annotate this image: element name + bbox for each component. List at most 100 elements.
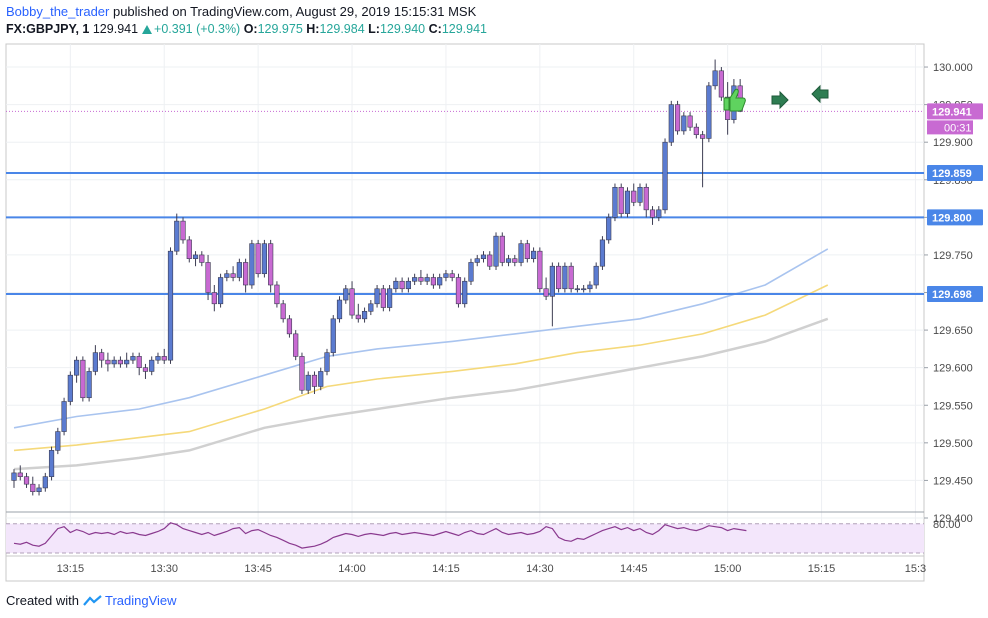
candle (243, 258, 249, 293)
candle-body (668, 104, 674, 143)
candle (324, 348, 330, 376)
candle (562, 262, 568, 293)
candle-body (499, 235, 505, 263)
candle (430, 273, 437, 289)
tradingview-link[interactable]: TradingView (104, 593, 177, 608)
candle-body (480, 254, 487, 259)
candle-body (618, 186, 624, 214)
candle-body (361, 311, 368, 320)
candle (199, 251, 205, 267)
candle (236, 258, 242, 282)
candle-body (637, 186, 643, 203)
candle-body (186, 239, 192, 259)
candle-body (249, 243, 255, 286)
candle-body (424, 277, 430, 282)
time-tick-label: 15:15 (808, 563, 836, 575)
candle-body (687, 115, 693, 128)
candle-body (455, 277, 462, 305)
candle-body (612, 186, 618, 218)
candle (380, 285, 386, 312)
candle-body (268, 243, 274, 286)
candle-body (712, 70, 718, 87)
ma-fast-line (13, 248, 829, 429)
candle-body (405, 280, 411, 290)
candle (412, 273, 418, 285)
open-label: O: (243, 22, 258, 36)
candle (11, 469, 17, 488)
candle-body (36, 487, 42, 492)
candle (330, 315, 336, 357)
candle-body (236, 262, 242, 278)
candle (174, 213, 180, 255)
candle (149, 356, 155, 376)
price-tick-label: 129.400 (933, 513, 973, 525)
up-triangle-icon (142, 25, 153, 34)
candle (587, 281, 593, 293)
candle (474, 254, 480, 267)
candle-body (581, 288, 587, 291)
candle (30, 476, 36, 496)
candle-body (487, 254, 493, 267)
candle-body (706, 85, 712, 139)
candle-body (42, 476, 48, 489)
candle-body (30, 483, 36, 492)
price-tick-label: 129.750 (933, 250, 973, 262)
candle (48, 446, 55, 481)
ma-mid-line (13, 284, 829, 452)
candle (274, 281, 280, 308)
candle-body (562, 265, 568, 290)
candle (549, 262, 555, 327)
candle (668, 100, 674, 146)
author-link[interactable]: Bobby_the_trader (6, 4, 110, 19)
oscillator-band (6, 523, 924, 553)
candle (556, 262, 562, 293)
candle-body (293, 333, 299, 357)
price-axis[interactable]: 130.000129.950129.900129.850129.800129.7… (924, 62, 983, 531)
arrow-right-icon (771, 90, 789, 110)
candle (55, 427, 61, 455)
candle (618, 183, 624, 218)
candle (142, 363, 149, 379)
candle-body (48, 450, 55, 477)
candle-body (161, 356, 167, 361)
candle (468, 258, 474, 285)
candle-body (130, 356, 136, 361)
candle (499, 232, 505, 267)
candle-body (699, 134, 706, 139)
time-axis[interactable]: 13:15 13:30 13:45 14:00 14:15 14:30 14:45 15:00… (57, 563, 927, 575)
candle-body (261, 243, 268, 275)
candle (487, 251, 493, 270)
time-tick-label: 13:30 (150, 563, 178, 575)
high-value: 129.984 (319, 22, 365, 36)
candle (230, 266, 236, 282)
candle (399, 277, 405, 293)
candle (687, 112, 693, 131)
published-text: published on TradingView.com, August 29,… (109, 4, 477, 19)
candle (443, 269, 449, 282)
candle (437, 273, 443, 289)
candle-body (524, 243, 530, 259)
candle (280, 300, 286, 323)
candle-body (599, 239, 606, 267)
candle-body (311, 374, 318, 387)
candle (368, 300, 374, 316)
candle (361, 307, 368, 323)
candle-body (437, 277, 443, 286)
horizontal-lines[interactable] (6, 110, 924, 296)
thumbs-up-icon (723, 88, 746, 112)
candle-body (443, 273, 449, 278)
candle (706, 82, 712, 143)
candle-body (136, 356, 142, 368)
candle-body (330, 318, 336, 353)
last-price: 129.941 (92, 22, 139, 36)
level-badge-3-bg (927, 286, 983, 303)
candle (305, 371, 311, 394)
candle (693, 123, 699, 139)
level-badge-1-bg (927, 165, 983, 182)
candle (42, 472, 48, 492)
candle (612, 183, 618, 222)
candle-body (99, 352, 105, 361)
candle-body (649, 209, 656, 218)
candle-body (693, 126, 699, 135)
